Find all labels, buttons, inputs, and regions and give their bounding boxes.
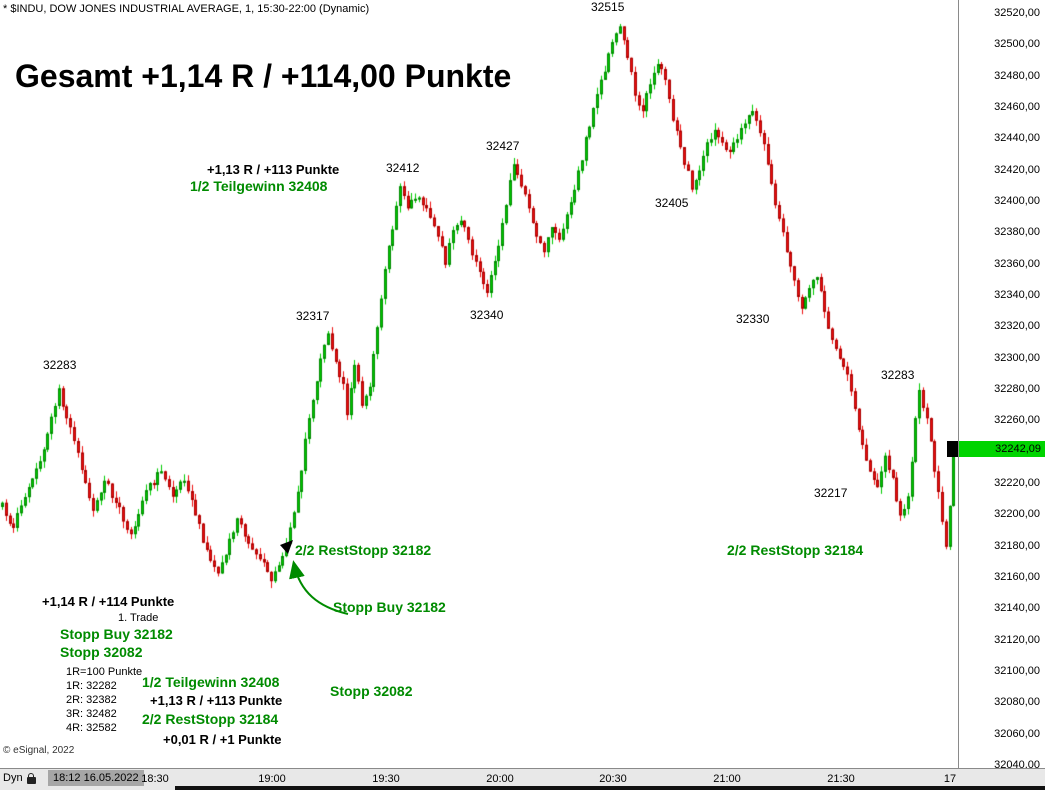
price-tick-label: 32100,00 xyxy=(994,665,1040,677)
dyn-mode-button[interactable]: Dyn xyxy=(3,772,36,784)
price-tick-label: 32220,00 xyxy=(994,477,1040,489)
window-title: * $INDU, DOW JONES INDUSTRIAL AVERAGE, 1… xyxy=(3,3,370,15)
price-tick-label: 32340,00 xyxy=(994,289,1040,301)
price-tick-label: 32420,00 xyxy=(994,163,1040,176)
candlestick-chart[interactable] xyxy=(0,0,958,768)
price-tick-label: 32440,00 xyxy=(994,132,1040,145)
price-tick-label: 32160,00 xyxy=(994,571,1040,583)
horizontal-scrollbar[interactable] xyxy=(175,786,1045,790)
time-tick-label: 20:30 xyxy=(599,773,627,785)
time-tick-label: 21:00 xyxy=(713,773,741,785)
copyright-label: © eSignal, 2022 xyxy=(3,745,75,756)
price-tick-label: 32280,00 xyxy=(994,383,1040,395)
dyn-mode-label: Dyn xyxy=(3,772,23,784)
session-start-label: 18:12 16.05.2022 xyxy=(48,770,144,786)
time-axis[interactable]: Dyn 18:12 16.05.2022 18:30 19:00 19:30 20:0… xyxy=(0,768,1045,790)
total-result-headline: Gesamt +1,14 R / +114,00 Punkte xyxy=(15,58,512,94)
last-price-badge: 32242,09 xyxy=(959,441,1045,458)
price-tick-label: 32360,00 xyxy=(994,257,1040,270)
price-tick-label: 32460,00 xyxy=(994,101,1040,113)
price-tick-label: 32180,00 xyxy=(994,539,1040,552)
time-tick-label: 20:00 xyxy=(486,773,514,785)
price-tick-label: 32380,00 xyxy=(994,226,1040,239)
price-tick-label: 32300,00 xyxy=(994,351,1040,364)
time-tick-label: 18:30 xyxy=(141,773,169,785)
price-axis[interactable]: 32242,09 32520,00 32500,00 32480,00 32460,0… xyxy=(958,0,1045,771)
time-tick-label: 21:30 xyxy=(827,773,855,785)
price-tick-label: 32120,00 xyxy=(994,633,1040,646)
price-tick-label: 32500,00 xyxy=(994,38,1040,51)
price-tick-label: 32140,00 xyxy=(994,602,1040,615)
price-tick-label: 32200,00 xyxy=(994,508,1040,521)
price-tick-label: 32260,00 xyxy=(994,414,1040,427)
time-tick-label: 19:00 xyxy=(258,773,286,785)
last-price-tick xyxy=(947,441,958,458)
price-tick-label: 32060,00 xyxy=(994,727,1040,740)
price-tick-label: 32400,00 xyxy=(994,195,1040,207)
price-tick-label: 32480,00 xyxy=(994,69,1040,82)
lock-icon xyxy=(26,772,36,784)
time-tick-label: 17 xyxy=(943,773,957,785)
price-tick-label: 32520,00 xyxy=(994,7,1040,19)
price-tick-label: 32320,00 xyxy=(994,320,1040,333)
price-tick-label: 32080,00 xyxy=(994,696,1040,709)
time-tick-label: 19:30 xyxy=(372,773,400,785)
